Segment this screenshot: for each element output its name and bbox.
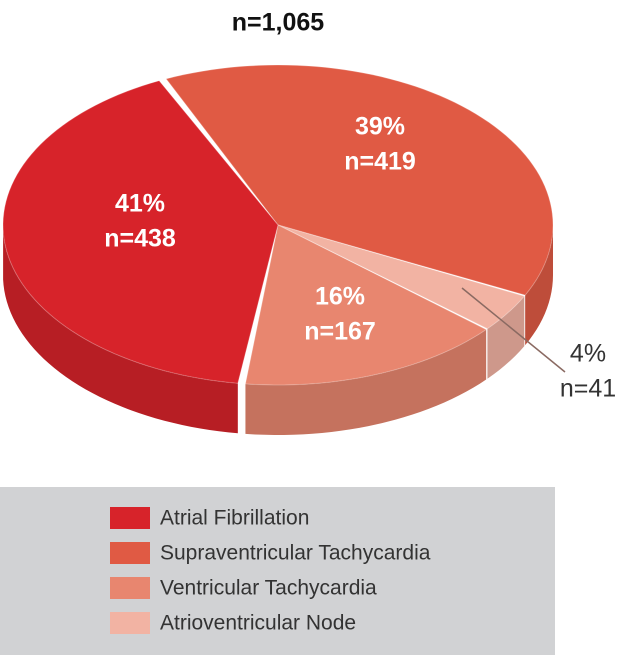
count-label: n=41 [560,375,616,403]
slice-side [487,296,525,379]
slice-side [3,229,238,434]
legend-swatch [110,612,150,634]
chart-title: n=1,065 [232,9,325,37]
count-label: n=167 [304,318,376,346]
pie [2,64,554,435]
legend-swatch [110,577,150,599]
slice [165,64,554,296]
legend-label: Atrioventricular Node [160,612,356,635]
slice [277,224,526,330]
labels: 39% n=419 4% n=41 16% n=167 41% n=438 [104,113,616,403]
value-label: 16% [315,283,365,311]
slice-side [245,329,487,435]
legend-swatch [110,542,150,564]
leader-line [461,287,566,373]
count-label: n=419 [344,148,416,176]
value-label: 41% [115,190,165,218]
legend-box [0,487,555,655]
legend-label: Supraventricular Tachycardia [160,542,431,565]
value-label: 4% [570,340,606,368]
legend-swatch [110,507,150,529]
legend-label: Atrial Fibrillation [160,507,309,530]
slice [2,80,279,384]
slice-side [525,225,553,346]
value-label: 39% [355,113,405,141]
count-label: n=438 [104,225,176,253]
legend-label: Ventricular Tachycardia [160,577,377,600]
slice [244,224,488,386]
